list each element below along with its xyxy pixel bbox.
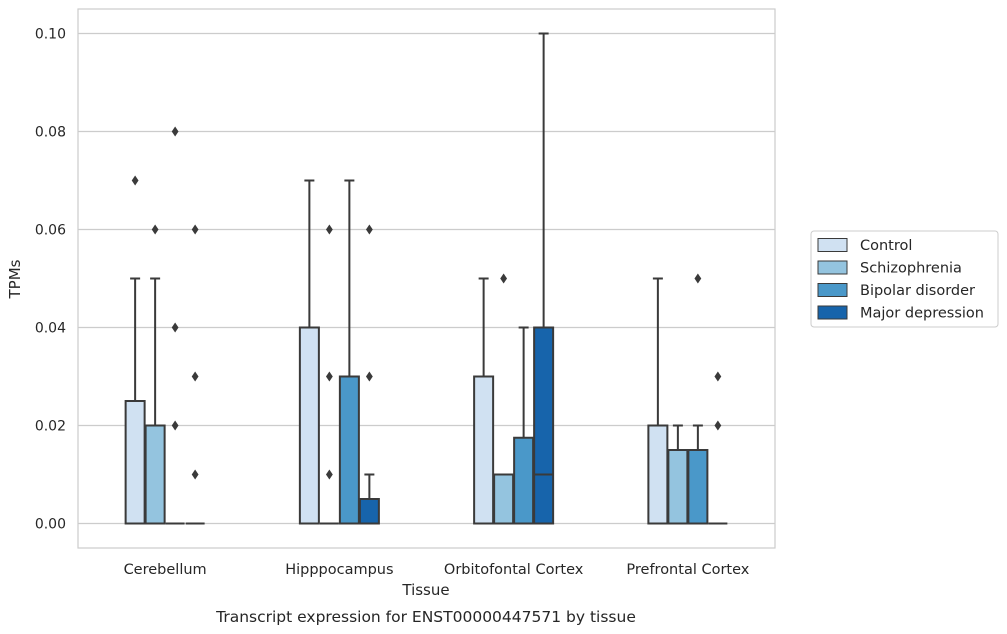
y-tick-label: 0.04: [35, 321, 66, 337]
box-schizophrenia-prefrontal-cortex: [667, 424, 689, 525]
box-major-depression-orbitofontal-cortex: [533, 32, 555, 525]
y-tick-label: 0.02: [35, 419, 66, 435]
box-bipolar-disorder-hipppocampus: [338, 179, 360, 525]
outlier-point: [171, 126, 179, 137]
outlier-point: [325, 371, 333, 382]
y-tick-label: 0.10: [35, 27, 66, 43]
box-iqr: [667, 449, 689, 525]
box-control-cerebellum: [124, 175, 146, 525]
box-control-hipppocampus: [298, 179, 320, 525]
plot-frame: [77, 8, 776, 549]
box-iqr: [473, 375, 495, 525]
x-axis-label: Tissue: [401, 581, 449, 599]
outlier-point: [365, 224, 373, 235]
outlier-point: [131, 175, 139, 186]
outlier-point: [365, 371, 373, 382]
box-iqr: [144, 424, 166, 525]
box-bipolar-disorder-prefrontal-cortex: [687, 273, 709, 525]
outlier-point: [151, 224, 159, 235]
y-tick-label: 0.06: [35, 223, 66, 239]
box-bipolar-disorder-cerebellum: [165, 126, 185, 525]
box-iqr: [533, 326, 555, 525]
y-axis-label: TPMs: [6, 259, 24, 299]
outlier-point: [714, 420, 722, 431]
legend-item-control: Control: [817, 238, 912, 254]
box-iqr: [298, 326, 320, 525]
legend-frame: [810, 230, 999, 328]
legend-label: Schizophrenia: [860, 261, 962, 277]
chart-caption: Transcript expression for ENST0000044757…: [215, 608, 636, 626]
outlier-point: [191, 371, 199, 382]
x-tick-label-orbitofontal-cortex: Orbitofontal Cortex: [444, 562, 584, 578]
outlier-point: [191, 224, 199, 235]
outlier-point: [171, 420, 179, 431]
y-tick-label: 0.00: [35, 517, 66, 533]
outlier-point: [171, 322, 179, 333]
legend-item-major-depression: Major depression: [817, 305, 984, 322]
x-tick-label-prefrontal-cortex: Prefrontal Cortex: [626, 562, 749, 578]
box-control-prefrontal-cortex: [647, 277, 669, 525]
box-major-depression-hipppocampus: [358, 224, 380, 525]
legend-item-schizophrenia: Schizophrenia: [817, 260, 962, 277]
box-iqr: [124, 400, 146, 525]
outlier-point: [714, 371, 722, 382]
outlier-point: [694, 273, 702, 284]
box-iqr: [358, 498, 380, 525]
legend-label: Bipolar disorder: [860, 283, 975, 299]
box-plot-area: [124, 32, 728, 525]
box-schizophrenia-hipppocampus: [319, 224, 339, 525]
outlier-point: [191, 469, 199, 480]
y-axis-ticks: 0.00 0.02 0.04 0.06 0.08 0.10: [35, 27, 66, 533]
legend-item-bipolar-disorder: Bipolar disorder: [817, 283, 975, 299]
legend-label: Control: [860, 238, 912, 254]
box-control-orbitofontal-cortex: [473, 277, 495, 525]
box-iqr: [513, 436, 535, 525]
legend-items: Control Schizophrenia Bipolar disorder Majo…: [817, 238, 984, 322]
x-tick-label-cerebellum: Cerebellum: [124, 562, 207, 578]
legend-swatch: [817, 305, 848, 320]
box-iqr: [687, 449, 709, 525]
x-axis-ticks: Cerebellum Hipppocampus Orbitofontal Corte…: [124, 562, 750, 578]
box-major-depression-prefrontal-cortex: [708, 371, 728, 525]
box-schizophrenia-cerebellum: [144, 224, 166, 525]
box-iqr: [493, 473, 515, 525]
legend-swatch: [817, 260, 848, 275]
box-schizophrenia-orbitofontal-cortex: [493, 273, 515, 525]
legend-swatch: [817, 283, 848, 297]
y-tick-label: 0.08: [35, 125, 66, 141]
x-tick-label-hipppocampus: Hipppocampus: [285, 562, 393, 578]
box-iqr: [338, 375, 360, 525]
legend-label: Major depression: [860, 306, 984, 322]
outlier-point: [500, 273, 508, 284]
box-iqr: [647, 424, 669, 525]
outlier-point: [325, 469, 333, 480]
outlier-point: [325, 224, 333, 235]
legend-swatch: [817, 238, 848, 252]
box-major-depression-cerebellum: [185, 224, 205, 525]
legend: Control Schizophrenia Bipolar disorder Majo…: [810, 230, 999, 328]
